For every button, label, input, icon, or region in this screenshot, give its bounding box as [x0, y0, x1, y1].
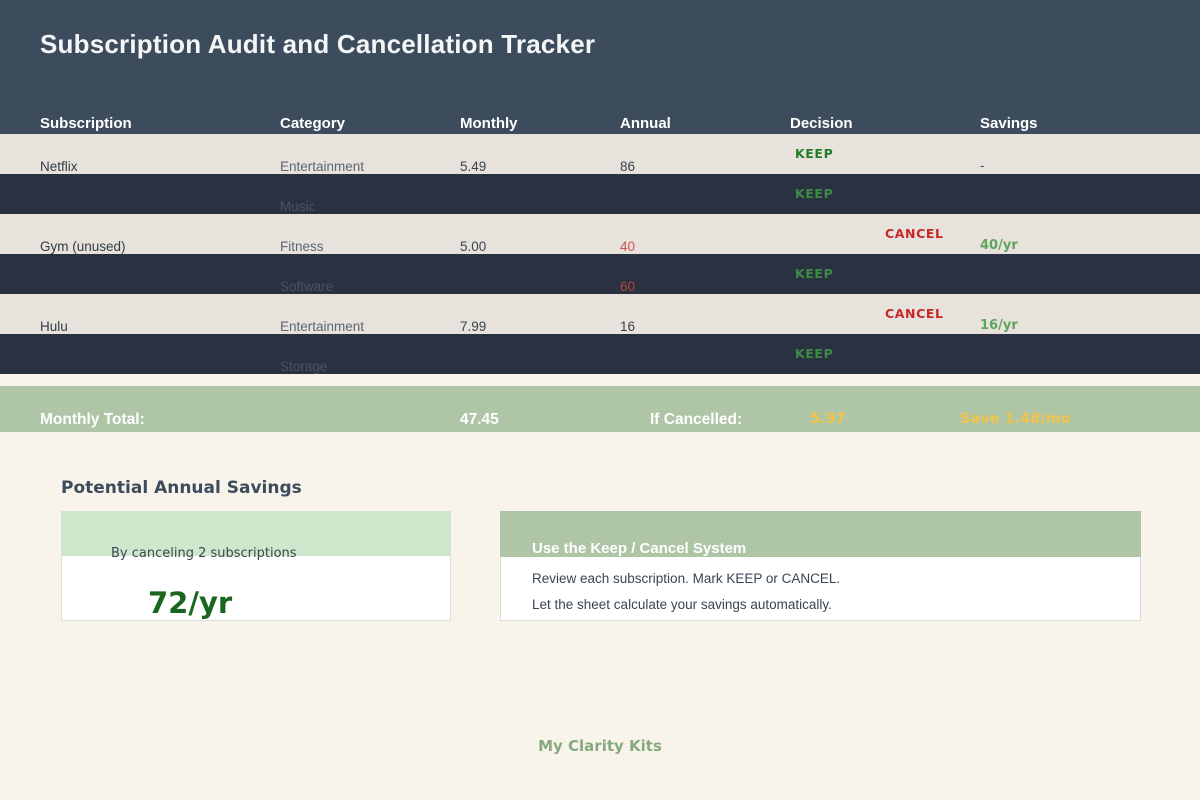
column-header-decision: Decision — [790, 115, 853, 132]
monthly-cost: 5.00 — [460, 239, 487, 254]
column-header-subscription: Subscription — [40, 115, 132, 132]
decision-value: KEEP — [795, 146, 834, 161]
monthly-cost: 5.49 — [460, 159, 487, 174]
info-card-line2: Let the sheet calculate your savings aut… — [532, 597, 832, 612]
if-cancelled-label: If Cancelled: — [650, 411, 743, 428]
subscription-category: Entertainment — [280, 319, 365, 334]
subscription-name: Netflix — [40, 159, 78, 174]
if-cancelled-value: 5.97 — [810, 411, 846, 427]
annual-cost: 40 — [620, 239, 636, 254]
subscription-category: Fitness — [280, 239, 324, 254]
brand-footer: My Clarity Kits — [538, 737, 662, 755]
annual-cost: 60 — [620, 279, 636, 294]
info-card-line1: Review each subscription. Mark KEEP or C… — [532, 571, 841, 586]
subscription-name: Hulu — [40, 319, 68, 334]
savings-value: 40/yr — [980, 238, 1018, 253]
decision-value: KEEP — [795, 266, 834, 281]
monthly-total-value: 47.45 — [460, 411, 499, 428]
subscription-category: Software — [280, 279, 334, 294]
page-title: Subscription Audit and Cancellation Trac… — [40, 29, 596, 59]
annual-savings-card: By canceling 2 subscriptions 72/yr — [61, 511, 451, 621]
column-header-savings: Savings — [980, 115, 1038, 132]
decision-value: KEEP — [795, 186, 834, 201]
table-row: Music KEEP — [0, 174, 1200, 214]
column-header-annual: Annual — [620, 115, 671, 132]
monthly-cost: 7.99 — [460, 319, 487, 334]
info-card-title: Use the Keep / Cancel System — [532, 540, 747, 557]
totals-band: Monthly Total: 47.45 If Cancelled: 5.97 … — [0, 386, 1200, 432]
summary-heading: Potential Annual Savings — [61, 478, 302, 498]
subscription-category: Entertainment — [280, 159, 365, 174]
annual-cost: 86 — [620, 159, 636, 174]
table-row: Storage KEEP — [0, 334, 1200, 374]
savings-card-caption: By canceling 2 subscriptions — [111, 546, 297, 561]
savings-value: - — [980, 158, 985, 173]
subscription-name: Gym (unused) — [40, 239, 126, 254]
subscription-category: Storage — [280, 359, 328, 374]
save-per-month-value: Save 1.48/mo — [960, 411, 1071, 427]
info-card-header — [500, 511, 1141, 557]
table-row: Gym (unused) Fitness 5.00 40 CANCEL 40/y… — [0, 214, 1200, 254]
annual-cost: 16 — [620, 319, 636, 334]
table-row: Netflix Entertainment 5.49 86 KEEP - — [0, 134, 1200, 174]
table-row: Hulu Entertainment 7.99 16 CANCEL 16/yr — [0, 294, 1200, 334]
keep-cancel-info-card: Use the Keep / Cancel System Review each… — [500, 511, 1141, 621]
column-header-monthly: Monthly — [460, 115, 518, 132]
savings-card-header — [61, 511, 451, 556]
table-row: Software 60 KEEP — [0, 254, 1200, 294]
subscription-category: Music — [280, 199, 316, 214]
decision-value: CANCEL — [885, 226, 944, 241]
monthly-total-label: Monthly Total: — [40, 411, 145, 428]
header-band: Subscription Audit and Cancellation Trac… — [0, 0, 1200, 134]
decision-value: KEEP — [795, 346, 834, 361]
savings-value: 16/yr — [980, 318, 1018, 333]
column-header-category: Category — [280, 115, 346, 132]
annual-savings-value: 72/yr — [148, 586, 233, 620]
decision-value: CANCEL — [885, 306, 944, 321]
